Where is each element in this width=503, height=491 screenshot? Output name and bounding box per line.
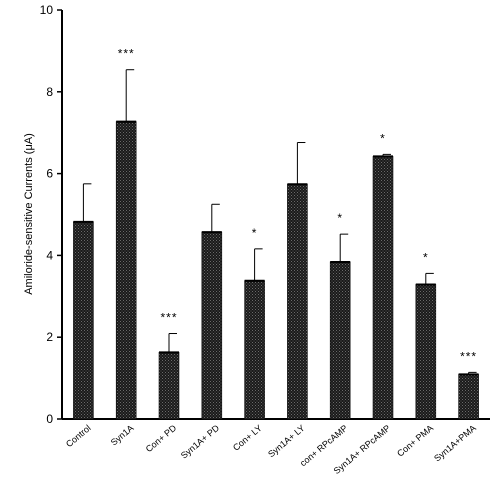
- category-label-3: Syn1A+ PD: [179, 423, 222, 461]
- bar-6: [329, 261, 351, 420]
- significance-markers: *************: [118, 47, 477, 364]
- significance-label-4: *: [252, 226, 258, 240]
- y-axis-title-group: Amiloride-sensitive Currents (μA): [23, 133, 35, 295]
- category-label-2: Con+ PD: [144, 423, 179, 455]
- bar-0: [73, 221, 94, 420]
- significance-label-1: ***: [118, 47, 135, 61]
- y-tick-label-2: 4: [46, 248, 53, 262]
- bars: [73, 120, 479, 420]
- significance-label-9: ***: [460, 349, 477, 363]
- bar-3: [201, 231, 223, 420]
- y-tick-label-3: 6: [46, 167, 53, 181]
- bar-9: [458, 374, 479, 420]
- bar-8: [415, 284, 437, 420]
- significance-label-8: *: [423, 250, 429, 264]
- category-label-1: Syn1A: [109, 423, 136, 448]
- category-label-4: Con+ LY: [231, 423, 264, 453]
- significance-label-2: ***: [160, 311, 177, 325]
- significance-label-7: *: [380, 131, 386, 145]
- significance-label-6: *: [337, 211, 343, 225]
- category-label-8: Con+ PMA: [395, 423, 435, 459]
- y-axis-title: Amiloride-sensitive Currents (μA): [23, 133, 35, 295]
- bar-4: [244, 280, 265, 420]
- error-bars: [82, 69, 477, 375]
- bar-7: [372, 156, 394, 420]
- y-tick-label-1: 2: [46, 330, 53, 344]
- bar-1: [115, 121, 137, 420]
- category-label-5: Syn1A+ LY: [266, 423, 307, 459]
- y-tick-label-0: 0: [46, 412, 53, 426]
- category-label-0: Control: [64, 423, 93, 449]
- bar-2: [158, 352, 180, 420]
- y-axis: 0 2 4 6 8 10: [40, 3, 63, 426]
- category-label-9: Syn1A+PMA: [432, 423, 478, 464]
- bar-5: [287, 183, 308, 420]
- category-labels: Control Syn1A Con+ PD Syn1A+ PD Con+ LY Syn1A…: [64, 423, 478, 476]
- y-tick-label-5: 10: [40, 3, 54, 17]
- y-tick-label-4: 8: [46, 85, 53, 99]
